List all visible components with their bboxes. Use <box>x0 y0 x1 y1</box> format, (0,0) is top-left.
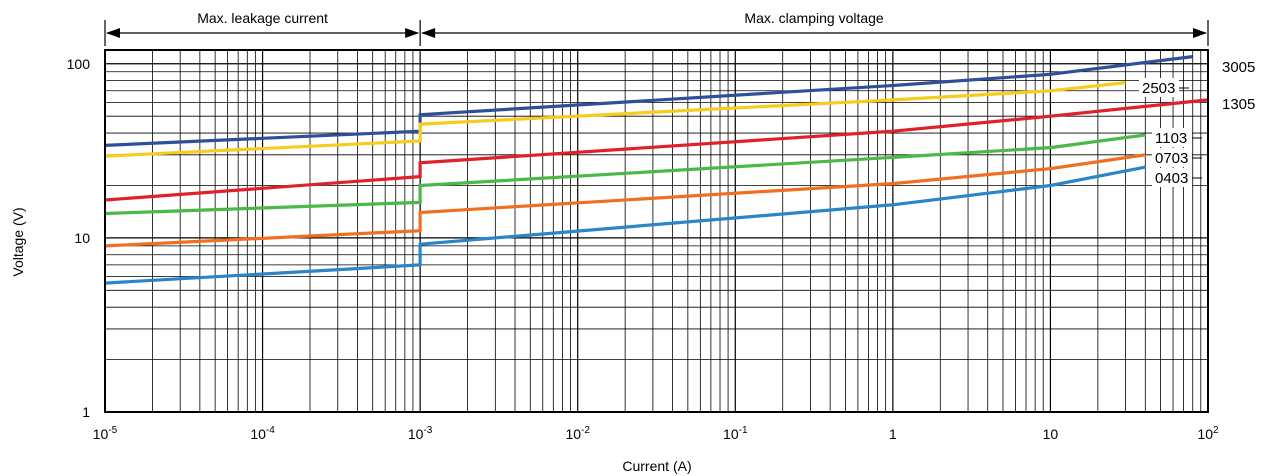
series-label-1103: 1103 <box>1155 130 1187 147</box>
x-tick-label: 10-1 <box>723 425 748 442</box>
arrow-head-left <box>421 28 436 38</box>
x-tick-label: 1 <box>889 426 897 442</box>
series-label-2503: 2503 <box>1142 80 1175 97</box>
y-axis-label: Voltage (V) <box>10 207 26 276</box>
plot-frame <box>104 49 1209 413</box>
region-label: Max. leakage current <box>197 10 328 26</box>
arrow-head-right <box>405 28 420 38</box>
series-lines <box>104 55 1209 285</box>
x-tick-label: 102 <box>1197 425 1219 442</box>
y-tick-label: 1 <box>82 404 90 420</box>
series-line-1305 <box>104 98 1209 202</box>
x-axis-label: Current (A) <box>622 458 691 474</box>
arrow-head-left <box>106 28 120 38</box>
series-label-0403: 0403 <box>1155 170 1188 187</box>
x-tick-label: 10-3 <box>408 425 433 442</box>
series-line-3005 <box>104 55 1193 147</box>
x-tick-label: 10-5 <box>93 425 118 442</box>
region-label-bg <box>183 8 342 28</box>
series-line-2503 <box>104 81 1126 158</box>
arrow-head-right <box>1193 28 1207 38</box>
series-line-0403 <box>104 165 1146 285</box>
x-tick-label: 10-2 <box>565 425 590 442</box>
series-label-0703: 0703 <box>1155 150 1188 167</box>
series-line-1103 <box>104 133 1146 216</box>
series-line-0703 <box>104 153 1146 248</box>
grid <box>104 50 1208 413</box>
region-annotations: Max. leakage current Max. clamping voltag… <box>104 8 1209 46</box>
series-label-bg <box>1152 128 1192 147</box>
series-label-1305: 1305 <box>1222 96 1255 113</box>
series-label-3005: 3005 <box>1222 59 1255 76</box>
y-tick-label: 100 <box>67 56 91 72</box>
plot-border <box>104 49 1209 413</box>
x-tick-labels: 10-5 10-4 10-3 10-2 10-1 1 10 102 <box>93 425 1219 442</box>
series-label-bg <box>1152 168 1192 187</box>
region-label: Max. clamping voltage <box>744 10 884 26</box>
x-tick-label: 10 <box>1043 426 1059 442</box>
series-label-bg <box>1152 148 1192 167</box>
series-labels: 3005 2503 1305 1103 0703 0403 <box>1139 59 1255 187</box>
region-label-bg <box>731 8 897 28</box>
series-label-bg <box>1139 78 1179 97</box>
x-tick-label: 10-4 <box>250 425 275 442</box>
y-tick-labels: 1 10 100 <box>67 56 91 420</box>
y-tick-label: 10 <box>74 230 90 246</box>
